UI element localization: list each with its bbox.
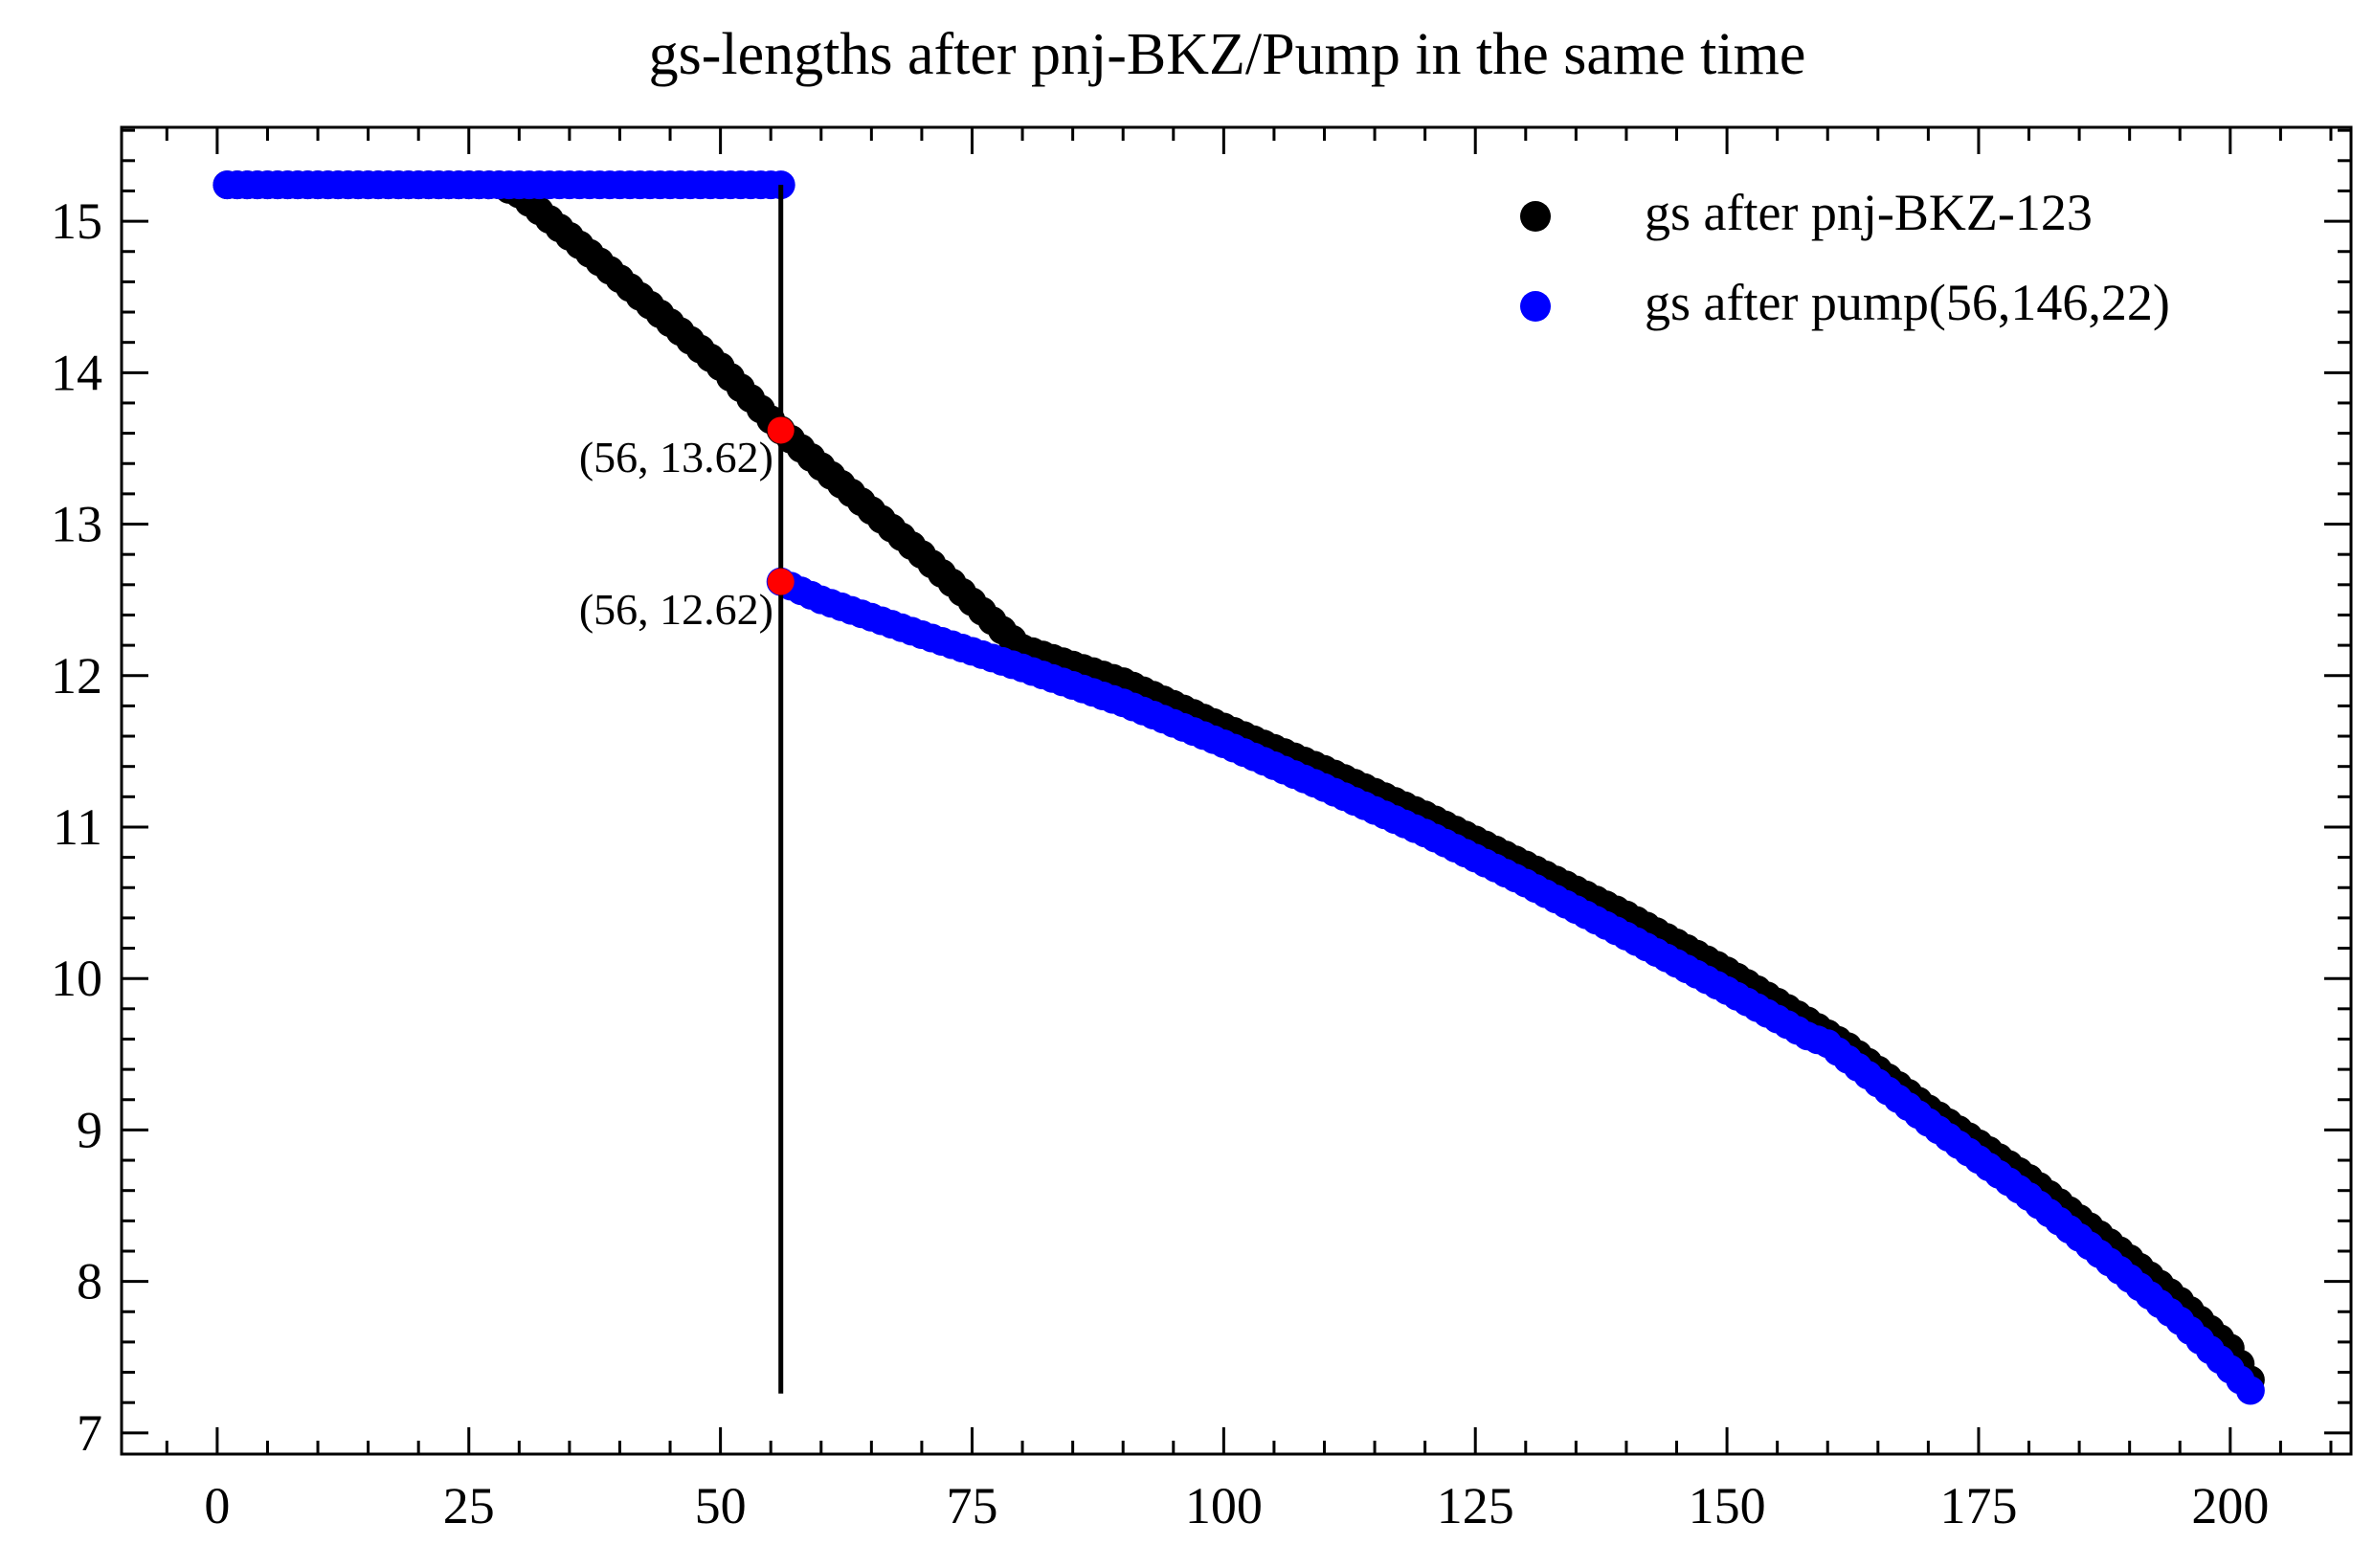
y-tick-label: 10 [51,950,102,1007]
x-tick-label: 0 [204,1477,230,1534]
x-tick-label: 175 [1939,1477,2017,1534]
y-tick-label: 9 [77,1101,102,1158]
plot-marks [213,170,2265,1405]
chart-title: gs-lengths after pnj-BKZ/Pump in the sam… [649,22,1806,87]
x-tick-label: 150 [1689,1477,1766,1534]
y-tick-label: 13 [51,496,102,553]
highlight-point-2 [767,568,795,595]
y-tick-label: 7 [77,1404,102,1462]
y-tick-label: 8 [77,1253,102,1310]
x-tick-label: 125 [1437,1477,1514,1534]
x-tick-label: 50 [695,1477,747,1534]
axes-ticks: 0 25 50 75 100 125 150 175 200 7 8 9 10 11 12 13 14 15 [51,127,2351,1534]
annotation-label-2: (56, 12.62) [579,585,773,634]
series-2-point [766,170,795,200]
y-tick-label: 14 [51,344,102,401]
plot-frame [120,125,2353,1456]
highlight-point-1 [767,416,795,444]
y-tick-label: 11 [53,798,102,856]
x-tick-label: 75 [946,1477,997,1534]
legend-marker-series-1 [1520,201,1551,232]
x-tick-label: 200 [2191,1477,2269,1534]
x-tick-label: 100 [1185,1477,1263,1534]
y-tick-label: 12 [51,647,102,705]
legend: gs after pnj-BKZ-123 gs after pump(56,14… [1520,184,2170,331]
annotation-label-1: (56, 13.62) [579,433,773,482]
legend-label-series-1: gs after pnj-BKZ-123 [1645,184,2093,241]
legend-label-series-2: gs after pump(56,146,22) [1645,274,2170,331]
legend-marker-series-2 [1520,291,1551,322]
y-tick-label: 15 [51,192,102,250]
x-tick-label: 25 [443,1477,495,1534]
series-2-point [2235,1376,2265,1405]
